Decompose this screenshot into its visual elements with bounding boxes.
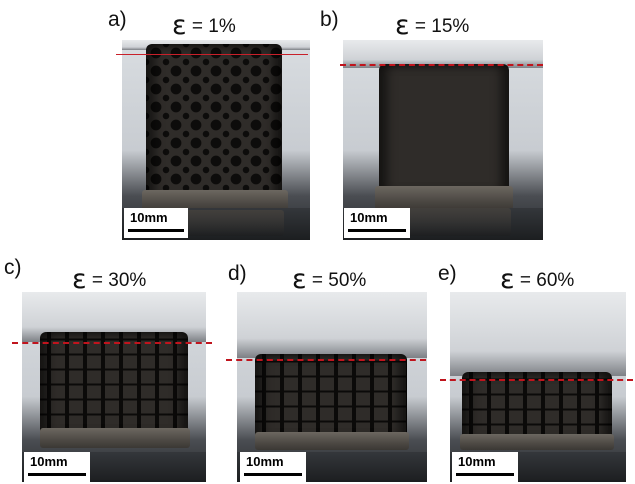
strain-symbol: ε bbox=[72, 264, 87, 295]
specimen-base bbox=[255, 432, 409, 450]
specimen-base bbox=[375, 186, 513, 210]
scale-bar: 10mm bbox=[124, 208, 188, 238]
scale-bar-label: 10mm bbox=[246, 454, 284, 469]
panel-letter: d) bbox=[228, 262, 247, 285]
lattice-specimen bbox=[40, 332, 188, 436]
strain-label: ε = 15% bbox=[395, 10, 469, 41]
reference-line bbox=[12, 342, 212, 344]
specimen-photo bbox=[237, 292, 427, 482]
strain-label: ε = 1% bbox=[172, 10, 236, 41]
panel-letter: a) bbox=[108, 8, 127, 31]
strain-label: ε = 50% bbox=[292, 264, 366, 295]
reference-line bbox=[440, 379, 633, 381]
reference-line bbox=[340, 64, 543, 66]
strain-symbol: ε bbox=[395, 10, 410, 41]
specimen-photo bbox=[122, 40, 310, 240]
strain-symbol: ε bbox=[172, 10, 187, 41]
strain-symbol: ε bbox=[292, 264, 307, 295]
strain-value: = 30% bbox=[91, 270, 147, 291]
specimen-base bbox=[40, 428, 190, 448]
reference-line bbox=[226, 359, 426, 361]
lattice-specimen bbox=[255, 354, 407, 440]
strain-label: ε = 60% bbox=[500, 264, 574, 295]
scale-bar-label: 10mm bbox=[130, 210, 168, 225]
scale-bar-label: 10mm bbox=[30, 454, 68, 469]
scale-bar: 10mm bbox=[240, 452, 306, 482]
panel-letter: e) bbox=[438, 262, 457, 285]
specimen-base bbox=[142, 190, 288, 212]
strain-value: = 15% bbox=[414, 16, 470, 37]
strain-label: ε = 30% bbox=[72, 264, 146, 295]
strain-symbol: ε bbox=[500, 264, 515, 295]
reference-line bbox=[116, 54, 308, 55]
scale-bar: 10mm bbox=[24, 452, 90, 482]
specimen-photo bbox=[22, 292, 206, 482]
lattice-specimen bbox=[146, 44, 282, 202]
panel-letter: b) bbox=[320, 8, 339, 31]
lattice-specimen bbox=[462, 372, 612, 442]
panel-letter: c) bbox=[4, 256, 22, 279]
lattice-specimen bbox=[379, 64, 509, 194]
strain-value: = 50% bbox=[311, 270, 367, 291]
strain-value: = 60% bbox=[519, 270, 575, 291]
scale-bar-label: 10mm bbox=[350, 210, 388, 225]
scale-bar: 10mm bbox=[344, 208, 410, 238]
specimen-base bbox=[460, 434, 614, 450]
strain-value: = 1% bbox=[191, 16, 236, 37]
scale-bar: 10mm bbox=[452, 452, 518, 482]
scale-bar-label: 10mm bbox=[458, 454, 496, 469]
